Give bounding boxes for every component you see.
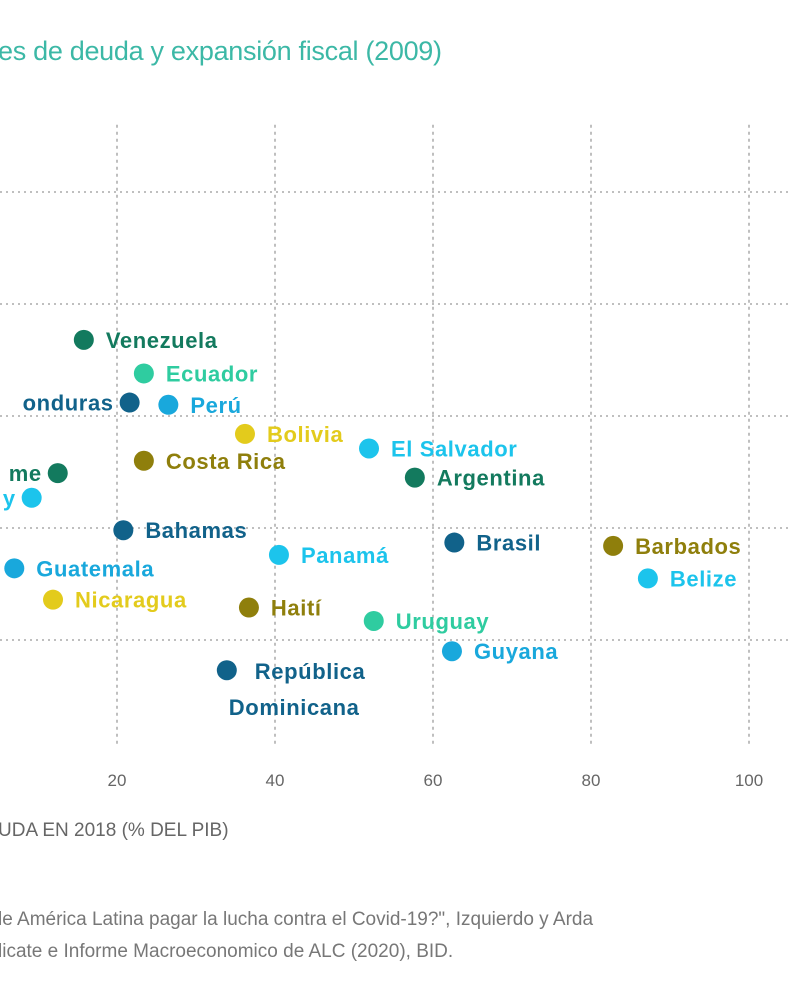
data-point <box>158 394 179 415</box>
x-tick-label: 20 <box>108 771 127 790</box>
x-tick-label: 100 <box>735 771 763 790</box>
data-point <box>441 641 462 662</box>
data-label: Argentina <box>437 466 545 491</box>
data-point <box>359 438 380 459</box>
source-note-line-2: licate e Informe Macroeconomico de ALC (… <box>0 941 454 962</box>
data-label: y <box>3 486 16 511</box>
data-point <box>444 532 465 553</box>
x-tick-label: 80 <box>582 771 601 790</box>
data-label: Guyana <box>474 639 558 664</box>
data-label: onduras <box>23 391 114 416</box>
data-label: Barbados <box>635 534 741 559</box>
data-point <box>234 423 255 444</box>
data-label: me <box>9 461 42 486</box>
data-point <box>73 329 94 350</box>
data-point <box>43 589 64 610</box>
data-label: República <box>255 659 366 684</box>
x-tick-label: 60 <box>424 771 443 790</box>
data-label: Uruguay <box>396 609 490 634</box>
data-label: Guatemala <box>36 556 154 581</box>
data-point <box>238 597 259 618</box>
data-label: Bahamas <box>145 518 247 543</box>
data-point <box>404 467 425 488</box>
data-label: Perú <box>190 393 241 418</box>
data-point <box>216 660 237 681</box>
data-label: Nicaragua <box>75 588 187 613</box>
data-point <box>119 392 140 413</box>
data-label: Haití <box>271 596 322 621</box>
data-point <box>603 535 624 556</box>
data-point <box>4 558 25 579</box>
x-axis-label: UDA EN 2018 (% DEL PIB) <box>0 820 229 841</box>
data-label: Costa Rica <box>166 449 286 474</box>
data-point <box>47 463 68 484</box>
data-point <box>133 450 154 471</box>
data-point <box>21 487 42 508</box>
data-label: Ecuador <box>166 361 258 386</box>
chart-title: es de deuda y expansión fiscal (2009) <box>0 36 442 66</box>
data-label: El Salvador <box>391 436 517 461</box>
data-label: Dominicana <box>229 695 360 720</box>
data-point <box>113 520 134 541</box>
data-label: Venezuela <box>106 328 218 353</box>
x-tick-label: 40 <box>266 771 285 790</box>
data-point <box>637 568 658 589</box>
data-label: Brasil <box>476 531 541 556</box>
data-point <box>363 610 384 631</box>
source-note-line-1: le América Latina pagar la lucha contra … <box>0 909 594 930</box>
data-point <box>133 363 154 384</box>
data-point <box>268 544 289 565</box>
data-label: Belize <box>670 566 737 591</box>
data-label: Bolivia <box>267 422 343 447</box>
data-label: Panamá <box>301 543 389 568</box>
